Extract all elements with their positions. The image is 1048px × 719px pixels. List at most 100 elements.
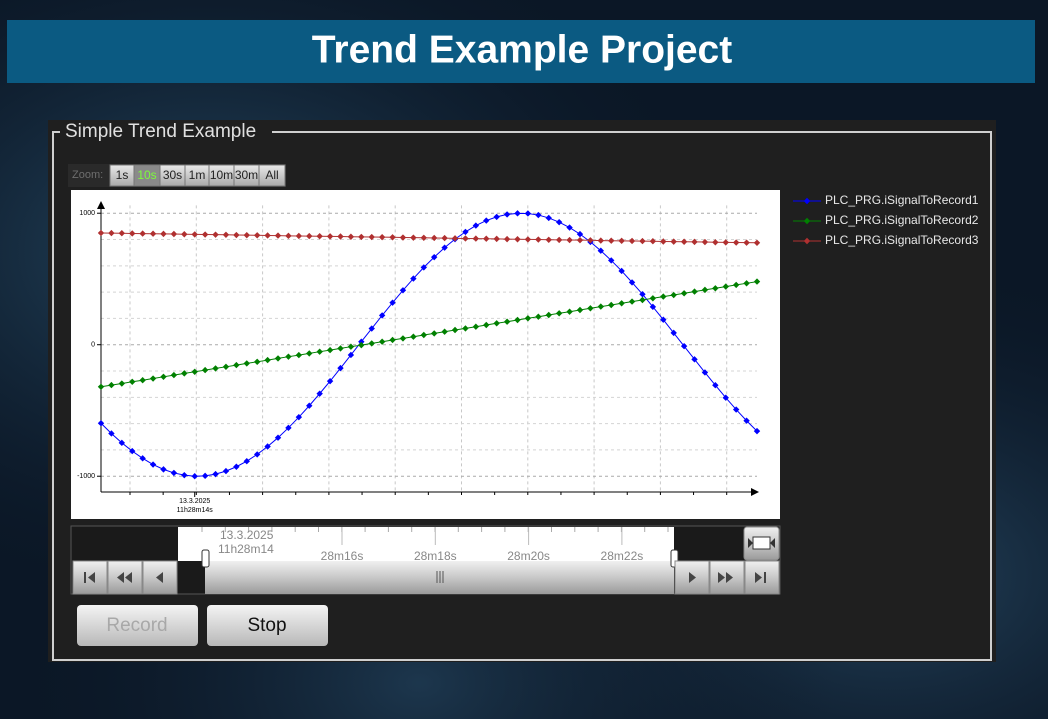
zoom-button-label: All bbox=[265, 168, 278, 182]
data-point bbox=[566, 236, 573, 244]
expand-button[interactable] bbox=[743, 526, 780, 561]
data-point bbox=[253, 358, 261, 366]
data-point bbox=[712, 285, 719, 292]
data-point bbox=[514, 210, 521, 217]
data-point bbox=[608, 301, 615, 309]
nav-last[interactable] bbox=[744, 560, 780, 595]
data-point bbox=[139, 230, 146, 237]
data-point bbox=[555, 236, 563, 244]
data-point bbox=[358, 338, 365, 345]
data-point bbox=[420, 264, 427, 271]
stop-button[interactable] bbox=[207, 605, 328, 646]
data-point bbox=[628, 298, 636, 305]
data-point bbox=[160, 466, 167, 473]
timeline-overview[interactable] bbox=[178, 527, 674, 561]
data-point bbox=[649, 303, 657, 311]
data-point bbox=[753, 239, 761, 247]
data-point bbox=[451, 235, 459, 242]
timeline-tick-label: 28m22s bbox=[601, 549, 644, 563]
data-point bbox=[222, 363, 230, 371]
timeline-tick-label: 28m20s bbox=[507, 549, 550, 563]
data-point bbox=[337, 364, 344, 372]
data-point bbox=[129, 447, 136, 455]
chart-area bbox=[71, 190, 780, 519]
data-point bbox=[743, 280, 750, 287]
nav-fast-back[interactable] bbox=[107, 560, 143, 595]
zoom-button-label: 1s bbox=[116, 168, 129, 182]
data-point bbox=[618, 267, 625, 275]
nav-forward[interactable] bbox=[674, 560, 710, 595]
record-label: Record bbox=[106, 615, 167, 636]
data-point bbox=[337, 345, 344, 352]
data-point bbox=[555, 310, 563, 317]
nav-first[interactable] bbox=[72, 560, 108, 595]
data-point bbox=[493, 320, 500, 327]
data-point bbox=[566, 224, 573, 231]
data-point bbox=[462, 228, 469, 236]
data-point bbox=[722, 394, 729, 401]
data-point bbox=[441, 328, 448, 335]
data-point bbox=[628, 237, 636, 245]
y-axis-arrow bbox=[97, 201, 105, 209]
zoom-button-label: 1m bbox=[189, 168, 206, 182]
timeline-ticks: 28m16s 28m18s 28m20s 28m22s bbox=[201, 527, 669, 563]
data-point bbox=[399, 234, 407, 241]
data-point bbox=[535, 211, 542, 219]
stop-label: Stop bbox=[247, 615, 286, 636]
header-bar bbox=[7, 20, 1035, 83]
data-point bbox=[566, 308, 573, 315]
data-point bbox=[129, 378, 136, 386]
data-point bbox=[524, 315, 532, 322]
data-point bbox=[295, 351, 303, 359]
data-point bbox=[431, 330, 438, 337]
zoom-button-label: 30s bbox=[163, 168, 182, 182]
zoom-button-label: 10m bbox=[210, 168, 233, 182]
data-point bbox=[691, 356, 698, 363]
data-point bbox=[181, 471, 188, 479]
series-line bbox=[100, 212, 758, 477]
nav-fast-forward[interactable] bbox=[709, 560, 745, 595]
data-point bbox=[514, 316, 521, 324]
data-point bbox=[295, 413, 303, 421]
data-point bbox=[660, 238, 667, 245]
data-point bbox=[108, 430, 115, 437]
data-point bbox=[149, 461, 157, 468]
data-point bbox=[285, 232, 292, 240]
data-point bbox=[576, 306, 584, 314]
data-point bbox=[743, 239, 750, 246]
data-point bbox=[233, 463, 240, 470]
data-point bbox=[347, 343, 355, 350]
data-point bbox=[306, 350, 313, 357]
nav-back[interactable] bbox=[142, 560, 178, 595]
data-point bbox=[483, 235, 490, 242]
data-point bbox=[524, 236, 532, 243]
data-point bbox=[118, 439, 126, 447]
data-point bbox=[732, 406, 740, 413]
data-point bbox=[181, 231, 188, 238]
data-point bbox=[618, 237, 625, 245]
range-handle-left[interactable] bbox=[201, 549, 210, 568]
data-point bbox=[253, 451, 261, 458]
data-point bbox=[451, 326, 459, 334]
legend: PLC_PRG.iSignalToRecord1 PLC_PRG.iSignalT… bbox=[793, 193, 979, 247]
zoom-button[interactable] bbox=[258, 164, 286, 187]
record-button[interactable] bbox=[77, 605, 198, 646]
zoom-button-label: 30m bbox=[235, 168, 258, 182]
data-point bbox=[358, 233, 365, 241]
data-point bbox=[639, 237, 646, 245]
data-point bbox=[243, 231, 250, 239]
data-point bbox=[160, 230, 167, 238]
data-point bbox=[201, 366, 209, 374]
data-point bbox=[535, 313, 542, 320]
data-point bbox=[608, 257, 615, 264]
data-point bbox=[253, 232, 261, 239]
data-point bbox=[670, 238, 677, 245]
data-point bbox=[368, 340, 375, 347]
data-point bbox=[483, 217, 490, 224]
data-point bbox=[295, 232, 303, 240]
data-point bbox=[597, 237, 605, 244]
data-point bbox=[483, 321, 490, 329]
data-point bbox=[108, 381, 115, 389]
data-point bbox=[326, 346, 334, 354]
